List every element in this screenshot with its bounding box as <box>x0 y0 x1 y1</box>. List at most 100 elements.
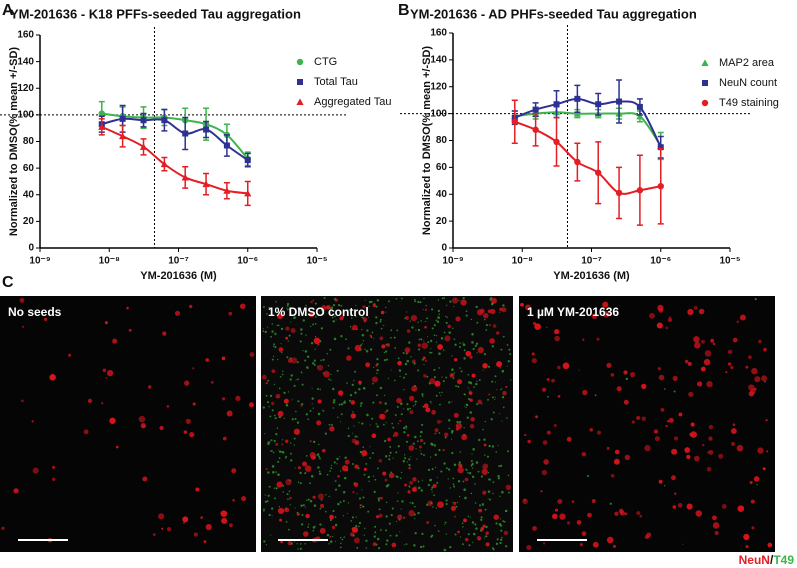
cell-dot <box>305 413 309 416</box>
cell-dot <box>551 513 558 520</box>
cell-dot <box>468 389 470 391</box>
cell-dot <box>494 398 496 400</box>
marker <box>119 115 126 122</box>
cell-dot <box>346 512 348 515</box>
y-tick-label: 120 <box>430 81 447 92</box>
cell-dot <box>337 416 339 419</box>
cell-dot <box>424 326 427 329</box>
cell-dot <box>353 537 360 544</box>
cell-dot <box>455 505 458 508</box>
cell-dot <box>264 494 266 496</box>
cell-dot <box>431 491 433 493</box>
cell-dot <box>228 311 233 316</box>
cell-dot <box>737 505 745 512</box>
cell-dot <box>463 405 465 407</box>
cell-dot <box>678 412 683 417</box>
cell-dot <box>271 330 274 333</box>
cell-dot <box>421 423 424 427</box>
cell-dot <box>273 383 276 386</box>
cell-dot <box>285 404 289 407</box>
cell-dot <box>687 362 692 366</box>
cell-dot <box>205 358 210 362</box>
cell-dot <box>307 418 310 421</box>
cell-dot <box>441 376 443 378</box>
cell-dot <box>51 465 56 469</box>
cell-dot <box>375 316 378 319</box>
cell-dot <box>310 342 314 345</box>
cell-dot <box>334 540 337 543</box>
cell-dot <box>500 348 503 351</box>
cell-dot <box>390 369 392 371</box>
cell-dot <box>340 542 342 545</box>
cell-dot <box>467 381 471 384</box>
cell-dot <box>417 328 421 332</box>
cell-dot <box>365 539 368 542</box>
cell-dot <box>332 401 336 404</box>
cell-dot <box>265 467 268 471</box>
cell-dot <box>396 329 399 332</box>
cell-dot <box>285 336 289 340</box>
cell-dot <box>271 358 274 361</box>
legend-label: NeuN count <box>719 77 777 89</box>
cell-dot <box>404 347 411 354</box>
cell-dot <box>297 400 300 403</box>
cell-dot <box>623 370 628 375</box>
cell-dot <box>412 487 417 492</box>
cell-dot <box>295 410 297 413</box>
legend-label: Total Tau <box>314 76 358 88</box>
cell-dot <box>279 375 282 378</box>
cell-dot <box>301 372 303 374</box>
cell-dot <box>330 306 334 309</box>
cell-dot <box>385 358 388 361</box>
cell-dot <box>19 297 25 303</box>
cell-dot <box>727 362 732 366</box>
cell-dot <box>463 357 466 360</box>
cell-dot <box>221 517 228 524</box>
cell-dot <box>485 525 488 529</box>
cell-dot <box>329 470 331 472</box>
cell-dot <box>658 374 665 381</box>
cell-dot <box>305 455 308 457</box>
cell-dot <box>318 311 320 313</box>
cell-dot <box>434 524 436 527</box>
cell-dot <box>471 475 475 479</box>
cell-dot <box>422 545 425 548</box>
cell-dot <box>469 516 471 518</box>
cell-dot <box>698 308 705 315</box>
cell-dot <box>433 368 436 371</box>
cell-dot <box>354 391 357 394</box>
cell-dot <box>445 502 448 506</box>
cell-dot <box>285 478 292 486</box>
cell-dot <box>326 473 329 476</box>
cell-dot <box>305 334 307 336</box>
cell-dot <box>395 451 398 454</box>
cell-dot <box>663 388 666 390</box>
cell-dot <box>439 392 441 394</box>
cell-dot <box>277 410 284 417</box>
y-tick-label: 40 <box>23 189 35 200</box>
cell-dot <box>667 420 670 423</box>
cell-dot <box>368 300 372 304</box>
cell-dot <box>288 528 290 531</box>
cell-dot <box>274 345 277 349</box>
cell-dot <box>232 498 235 502</box>
cell-dot <box>383 439 387 443</box>
cell-dot <box>417 369 420 372</box>
cell-dot <box>469 355 473 359</box>
cell-dot <box>138 415 146 423</box>
cell-dot <box>526 544 532 551</box>
y-tick-label: 0 <box>28 243 34 254</box>
cell-dot <box>446 304 448 306</box>
cell-dot <box>383 359 387 362</box>
cell-dot <box>418 486 421 490</box>
cell-dot <box>68 353 72 357</box>
cell-dot <box>346 355 352 361</box>
cell-dot <box>743 533 750 541</box>
cell-dot <box>594 394 597 397</box>
cell-dot <box>417 343 421 347</box>
cell-dot <box>310 455 316 460</box>
cell-dot <box>174 310 181 316</box>
marker <box>161 117 168 124</box>
cell-dot <box>468 472 472 475</box>
cell-dot <box>451 368 454 371</box>
